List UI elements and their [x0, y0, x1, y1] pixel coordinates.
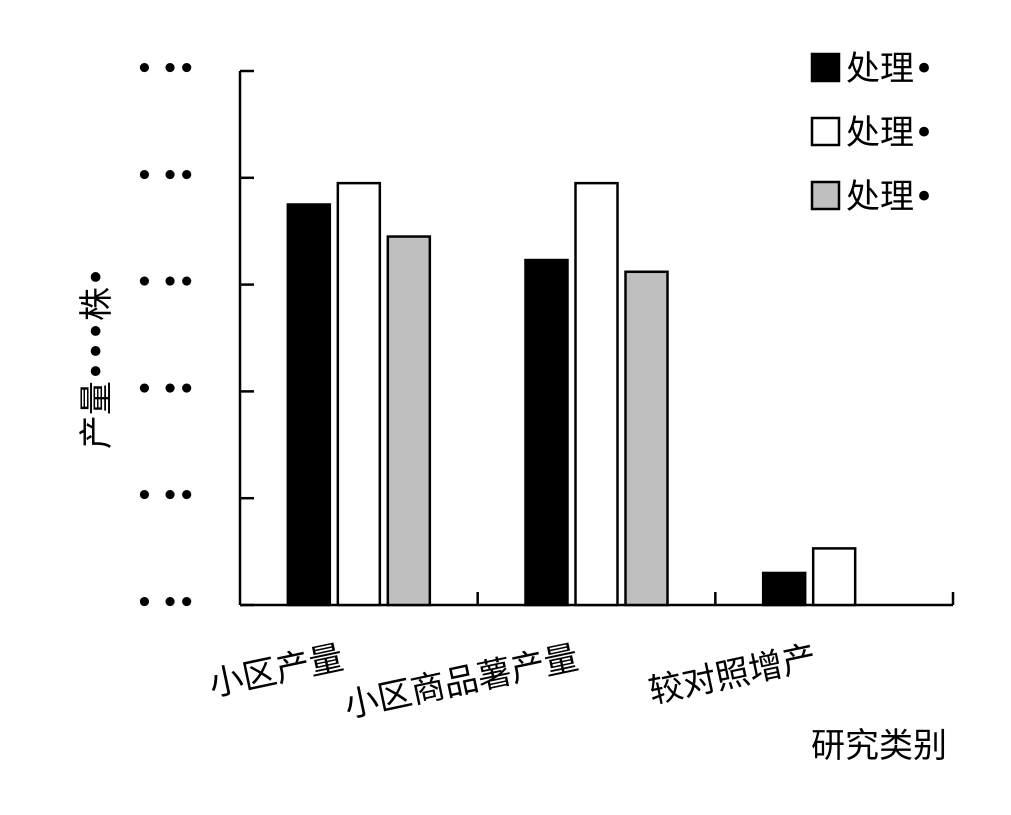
y-axis-title: 产量•••株• [77, 267, 117, 449]
category-label: 小区产量 [206, 638, 347, 705]
category-label: 较对照增产 [645, 638, 820, 712]
y-tick-label: • •• [136, 481, 195, 511]
bar [811, 547, 857, 607]
y-ticks: • •• • •• • •• • •• • •• • •• [136, 54, 195, 618]
y-tick-label: • •• [136, 268, 195, 298]
bar [336, 181, 382, 607]
y-tick-label: • •• [136, 161, 195, 191]
y-tick-label: • •• [136, 54, 195, 84]
bar [386, 235, 432, 607]
legend: 处理• 处理• 处理• [810, 49, 934, 217]
bars [286, 181, 857, 607]
bar [524, 258, 569, 607]
y-tick-label: • •• [136, 374, 195, 404]
legend-swatch [810, 180, 841, 211]
bar [624, 270, 669, 607]
legend-swatch [810, 116, 841, 147]
bar [574, 181, 619, 607]
y-tick-label: • •• [136, 588, 195, 618]
bar [761, 571, 807, 607]
bar [286, 203, 332, 607]
category-label: 小区商品薯产量 [341, 638, 582, 727]
legend-label: 处理• [846, 177, 934, 217]
legend-label: 处理• [846, 49, 934, 89]
legend-swatch [810, 52, 841, 83]
legend-label: 处理• [846, 113, 934, 153]
x-axis-title: 研究类别 [811, 726, 947, 766]
